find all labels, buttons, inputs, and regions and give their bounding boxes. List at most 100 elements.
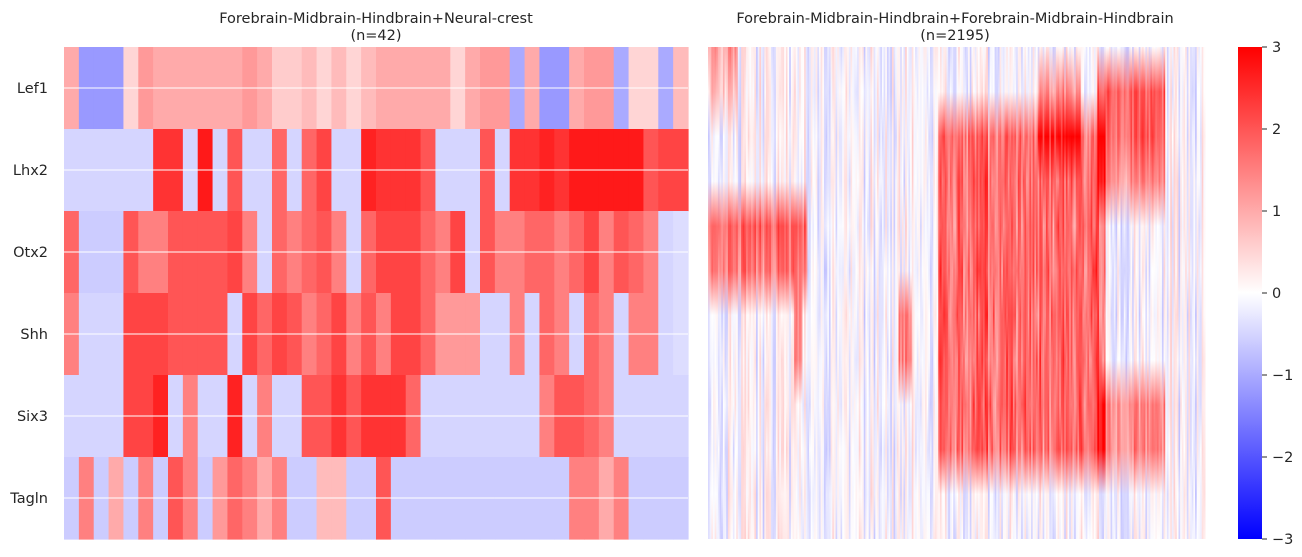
heatmap-right-column xyxy=(1140,47,1143,539)
heatmap-right-column xyxy=(845,47,848,539)
heatmap-right-column xyxy=(941,47,944,539)
heatmap-right-column xyxy=(1092,47,1095,539)
heatmap-right-column xyxy=(1158,47,1161,539)
heatmap-right-column xyxy=(848,47,851,539)
heatmap-right-column xyxy=(757,47,760,539)
colorbar-tick-label: 1 xyxy=(1272,204,1281,220)
heatmap-right-column xyxy=(1153,47,1156,539)
heatmap-right-column xyxy=(910,47,913,539)
heatmap-right-column xyxy=(1001,47,1004,539)
heatmap-right-column xyxy=(751,47,754,539)
heatmap-right-column xyxy=(1034,47,1037,539)
heatmap-right-column xyxy=(979,47,982,539)
heatmap-right-column xyxy=(1069,47,1072,539)
heatmap-right-column xyxy=(1089,47,1092,539)
heatmap-right-column xyxy=(799,47,802,539)
heatmap-right-column xyxy=(1075,47,1078,539)
heatmap-right-column xyxy=(1168,47,1171,539)
heatmap-right-column xyxy=(1006,47,1009,539)
heatmap-right-column xyxy=(782,47,785,539)
heatmap-right-column xyxy=(963,47,966,539)
heatmap-left-title: Forebrain-Midbrain-Hindbrain+Neural-cres… xyxy=(219,11,533,27)
heatmap-right-column xyxy=(1138,47,1141,539)
heatmap-right-column xyxy=(722,47,726,539)
heatmap-right-column xyxy=(775,47,779,539)
heatmap-right-column xyxy=(1024,47,1027,539)
heatmap-right-column xyxy=(1173,47,1176,539)
heatmap-right-column xyxy=(1133,47,1136,539)
heatmap-right-column xyxy=(911,47,914,539)
heatmap-right-column xyxy=(971,47,974,539)
heatmap-right-column xyxy=(946,47,949,539)
heatmap-right-column xyxy=(1175,47,1178,539)
heatmap-right-column xyxy=(888,47,891,539)
heatmap-right-column xyxy=(719,47,722,539)
heatmap-right-column xyxy=(948,47,951,539)
heatmap-right-column xyxy=(1062,47,1065,539)
heatmap-right-column xyxy=(739,47,742,539)
heatmap-right-column xyxy=(938,47,941,539)
heatmap-right-column xyxy=(898,47,901,539)
heatmap-right-column xyxy=(789,47,792,539)
heatmap-right-column xyxy=(794,47,797,539)
heatmap-right-column xyxy=(774,47,777,539)
heatmap-right-column xyxy=(1161,47,1165,539)
heatmap-right-column xyxy=(1147,47,1150,539)
colorbar-tick-label: 2 xyxy=(1272,122,1281,138)
heatmap-right-column xyxy=(961,47,964,539)
heatmap-right-column xyxy=(1128,47,1131,539)
heatmap-right-column xyxy=(934,47,938,539)
heatmap-right-column xyxy=(923,47,926,539)
heatmap-right-column xyxy=(746,47,749,539)
heatmap-right-subtitle: (n=2195) xyxy=(920,28,990,44)
heatmap-right-column xyxy=(1082,47,1085,539)
heatmap-right-column xyxy=(814,47,817,539)
heatmap-right-column xyxy=(790,47,793,539)
heatmap-right-column xyxy=(1112,47,1115,539)
heatmap-right-column xyxy=(765,47,769,539)
heatmap-right-column xyxy=(741,47,744,539)
heatmap-right-column xyxy=(943,47,946,539)
heatmap-right-column xyxy=(736,47,739,539)
heatmap-right-column xyxy=(830,47,833,539)
heatmap-right-column xyxy=(769,47,772,539)
heatmap-right-column xyxy=(732,47,736,539)
heatmap-right-column xyxy=(779,47,782,539)
heatmap-right-column xyxy=(1185,47,1188,539)
colorbar-tick-label: −2 xyxy=(1272,450,1293,466)
heatmap-right-column xyxy=(1057,47,1060,539)
heatmap-right-column xyxy=(810,47,813,539)
heatmap-right-column xyxy=(1143,47,1146,539)
heatmap-right-column xyxy=(744,47,747,539)
heatmap-right-column xyxy=(1110,47,1113,539)
heatmap-right-column xyxy=(1014,47,1017,539)
heatmap-right-column xyxy=(885,47,888,539)
colorbar-tick-label: −3 xyxy=(1272,532,1293,548)
colorbar-tick-label: −1 xyxy=(1272,368,1293,384)
heatmap-right-column xyxy=(1079,47,1082,539)
heatmap-right-column xyxy=(989,47,992,539)
heatmap-left-subtitle: (n=42) xyxy=(350,28,401,44)
heatmap-right-column xyxy=(1127,47,1130,539)
heatmap-right-column xyxy=(1007,47,1011,539)
heatmap-right: Forebrain-Midbrain-Hindbrain+Forebrain-M… xyxy=(708,11,1206,539)
heatmap-right-column xyxy=(1065,47,1068,539)
heatmap-right-column xyxy=(1135,47,1138,539)
heatmap-right-column xyxy=(1080,47,1083,539)
heatmap-right-column xyxy=(828,47,832,539)
heatmap-right-column xyxy=(958,47,961,539)
heatmap-right-column xyxy=(1032,47,1035,539)
heatmap-right-column xyxy=(1148,47,1151,539)
heatmap-right-column xyxy=(966,47,969,539)
heatmap-right-column xyxy=(1067,47,1070,539)
heatmap-right-column xyxy=(1100,47,1103,539)
heatmap-right-column xyxy=(1085,47,1088,539)
heatmap-right-column xyxy=(991,47,994,539)
heatmap-right-column xyxy=(850,47,853,539)
heatmap-right-column xyxy=(1188,47,1191,539)
colorbar: 3 2 1 0 −1 −2 −3 xyxy=(1238,40,1293,548)
heatmap-right-column xyxy=(1017,47,1020,539)
heatmap-right-column xyxy=(772,47,775,539)
heatmap-right-column xyxy=(1054,47,1057,539)
